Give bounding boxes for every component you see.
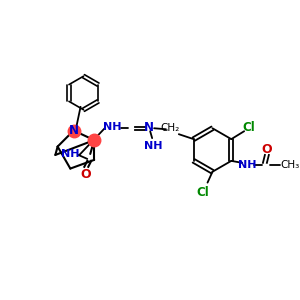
Text: N: N <box>144 121 154 134</box>
Text: N: N <box>69 124 79 137</box>
Text: NH: NH <box>103 122 122 132</box>
Text: CH₂: CH₂ <box>160 123 180 133</box>
Text: O: O <box>80 168 91 181</box>
Text: CH₃: CH₃ <box>280 160 299 170</box>
Text: Cl: Cl <box>243 121 256 134</box>
Text: NH: NH <box>238 160 256 170</box>
Text: NH: NH <box>144 141 162 151</box>
Text: O: O <box>262 142 272 155</box>
Text: NH: NH <box>61 149 80 159</box>
Text: Cl: Cl <box>196 186 209 199</box>
